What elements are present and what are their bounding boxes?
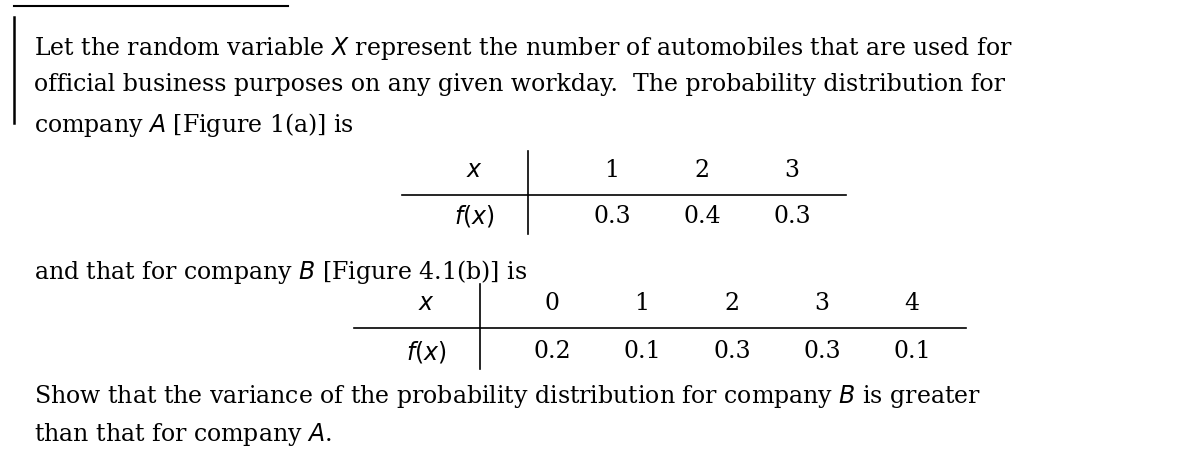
Text: 0.3: 0.3 <box>803 340 841 363</box>
Text: $x$: $x$ <box>418 291 434 314</box>
Text: than that for company $A$.: than that for company $A$. <box>34 420 331 447</box>
Text: and that for company $B$ [Figure 4.1(b)] is: and that for company $B$ [Figure 4.1(b)]… <box>34 257 527 285</box>
Text: 0.2: 0.2 <box>533 340 571 363</box>
Text: For company $A$,  we find that: For company $A$, we find that <box>34 458 383 459</box>
Text: 4: 4 <box>905 291 919 314</box>
Text: 0.4: 0.4 <box>683 204 721 227</box>
Text: 0.1: 0.1 <box>893 340 931 363</box>
Text: 2: 2 <box>695 158 709 181</box>
Text: 3: 3 <box>785 158 799 181</box>
Text: 3: 3 <box>815 291 829 314</box>
Text: official business purposes on any given workday.  The probability distribution f: official business purposes on any given … <box>34 73 1004 95</box>
Text: $f(x)$: $f(x)$ <box>454 203 494 229</box>
Text: 0: 0 <box>545 291 559 314</box>
Text: 0.1: 0.1 <box>623 340 661 363</box>
Text: 0.3: 0.3 <box>713 340 751 363</box>
Text: 1: 1 <box>605 158 619 181</box>
Text: $f(x)$: $f(x)$ <box>406 338 446 364</box>
Text: 1: 1 <box>635 291 649 314</box>
Text: 0.3: 0.3 <box>773 204 811 227</box>
Text: 2: 2 <box>725 291 739 314</box>
Text: 0.3: 0.3 <box>593 204 631 227</box>
Text: $x$: $x$ <box>466 158 482 181</box>
Text: Show that the variance of the probability distribution for company $B$ is greate: Show that the variance of the probabilit… <box>34 382 980 409</box>
Text: company $A$ [Figure 1(a)] is: company $A$ [Figure 1(a)] is <box>34 111 354 139</box>
Text: Let the random variable $X$ represent the number of automobiles that are used fo: Let the random variable $X$ represent th… <box>34 34 1013 62</box>
